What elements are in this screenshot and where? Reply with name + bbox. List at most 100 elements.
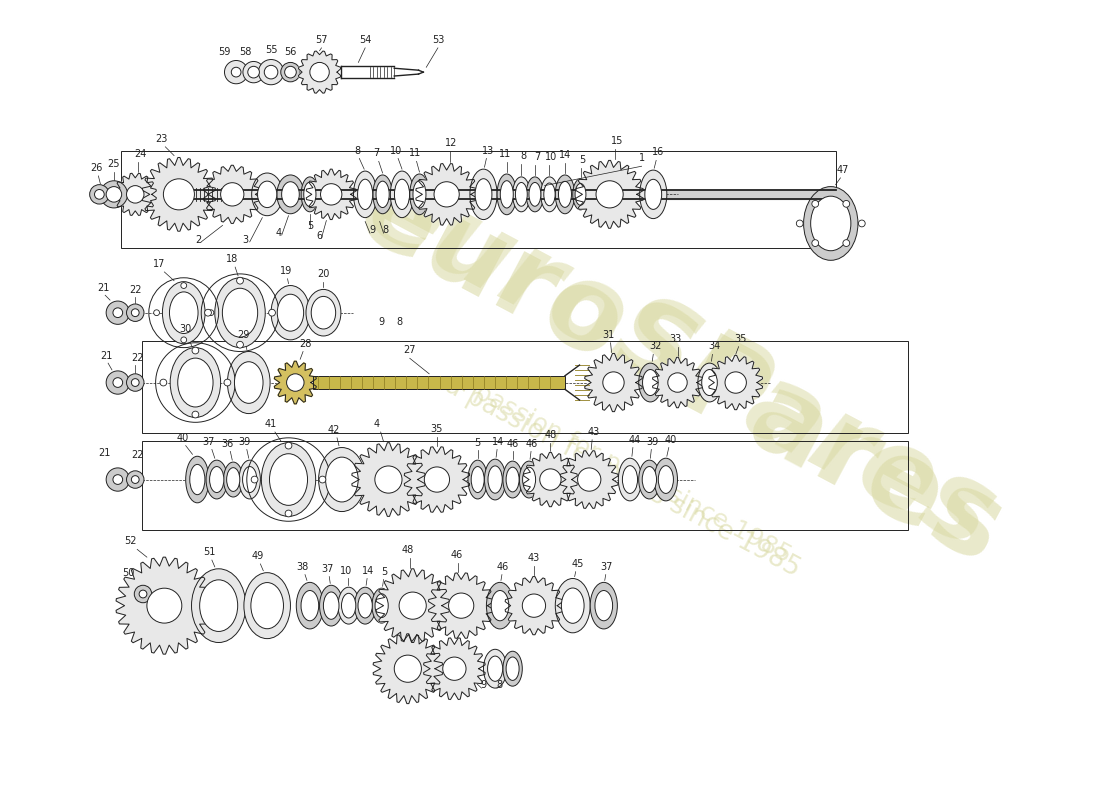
Circle shape bbox=[231, 67, 241, 77]
Ellipse shape bbox=[623, 466, 638, 494]
Ellipse shape bbox=[375, 594, 388, 618]
Ellipse shape bbox=[170, 348, 221, 418]
Text: 18: 18 bbox=[227, 254, 239, 264]
Text: euroSPares: euroSPares bbox=[350, 151, 1012, 571]
Polygon shape bbox=[560, 450, 618, 509]
Ellipse shape bbox=[556, 578, 591, 633]
Ellipse shape bbox=[410, 174, 429, 214]
Circle shape bbox=[236, 342, 243, 348]
Text: 9: 9 bbox=[368, 225, 375, 235]
Ellipse shape bbox=[163, 282, 205, 344]
Bar bbox=[142, 341, 909, 433]
Text: 42: 42 bbox=[328, 425, 340, 435]
Text: 34: 34 bbox=[708, 342, 720, 351]
Circle shape bbox=[160, 379, 167, 386]
Text: 14: 14 bbox=[362, 566, 374, 575]
Ellipse shape bbox=[526, 177, 543, 212]
Text: 27: 27 bbox=[404, 346, 416, 355]
Text: 39: 39 bbox=[239, 437, 251, 446]
Bar bbox=[312, 376, 565, 390]
Circle shape bbox=[812, 240, 818, 246]
Text: 53: 53 bbox=[431, 35, 444, 45]
Text: 43: 43 bbox=[588, 427, 601, 437]
Text: euroSPares: euroSPares bbox=[340, 156, 1021, 586]
Ellipse shape bbox=[390, 171, 414, 218]
Text: 36: 36 bbox=[221, 438, 233, 449]
Ellipse shape bbox=[227, 468, 240, 491]
Circle shape bbox=[320, 184, 342, 205]
Circle shape bbox=[192, 411, 199, 418]
Ellipse shape bbox=[353, 171, 377, 218]
Ellipse shape bbox=[262, 442, 316, 517]
Ellipse shape bbox=[210, 466, 224, 493]
Circle shape bbox=[319, 476, 326, 483]
Ellipse shape bbox=[804, 186, 858, 260]
Text: 12: 12 bbox=[446, 138, 458, 148]
Ellipse shape bbox=[506, 467, 519, 492]
Text: 35: 35 bbox=[735, 334, 747, 344]
Ellipse shape bbox=[223, 462, 243, 497]
Ellipse shape bbox=[506, 657, 519, 680]
Ellipse shape bbox=[354, 587, 376, 624]
Text: 46: 46 bbox=[450, 550, 462, 560]
Text: 19: 19 bbox=[279, 266, 292, 276]
Ellipse shape bbox=[484, 650, 507, 688]
Ellipse shape bbox=[190, 465, 205, 494]
Circle shape bbox=[375, 466, 402, 493]
Circle shape bbox=[224, 61, 248, 84]
Circle shape bbox=[113, 378, 122, 387]
Text: 44: 44 bbox=[629, 434, 641, 445]
Ellipse shape bbox=[639, 460, 660, 499]
Text: 13: 13 bbox=[482, 146, 495, 155]
Ellipse shape bbox=[475, 178, 492, 210]
Text: 37: 37 bbox=[601, 562, 613, 572]
Text: 8: 8 bbox=[520, 151, 526, 162]
Circle shape bbox=[858, 220, 866, 227]
Text: 37: 37 bbox=[202, 437, 216, 446]
Ellipse shape bbox=[516, 182, 527, 206]
Ellipse shape bbox=[561, 588, 584, 623]
Text: 25: 25 bbox=[108, 159, 120, 169]
Text: 21: 21 bbox=[98, 448, 110, 458]
Ellipse shape bbox=[645, 179, 662, 210]
Text: 32: 32 bbox=[649, 342, 661, 351]
Text: 17: 17 bbox=[153, 259, 166, 269]
Circle shape bbox=[668, 373, 688, 392]
Circle shape bbox=[131, 378, 139, 386]
Circle shape bbox=[399, 592, 427, 619]
Ellipse shape bbox=[338, 587, 360, 624]
Ellipse shape bbox=[702, 370, 717, 395]
Ellipse shape bbox=[306, 290, 341, 336]
Text: 46: 46 bbox=[526, 438, 538, 449]
Text: 50: 50 bbox=[122, 569, 134, 578]
Ellipse shape bbox=[271, 286, 310, 340]
Bar bbox=[121, 150, 836, 248]
Ellipse shape bbox=[200, 580, 238, 631]
Circle shape bbox=[443, 657, 466, 680]
Circle shape bbox=[434, 182, 459, 207]
Ellipse shape bbox=[234, 362, 263, 403]
Circle shape bbox=[725, 372, 747, 394]
Text: 4: 4 bbox=[276, 228, 282, 238]
Ellipse shape bbox=[301, 590, 319, 621]
Polygon shape bbox=[576, 161, 643, 228]
Text: 49: 49 bbox=[252, 551, 264, 561]
Text: 20: 20 bbox=[317, 269, 330, 278]
Ellipse shape bbox=[326, 457, 359, 502]
Polygon shape bbox=[204, 166, 261, 223]
Ellipse shape bbox=[243, 466, 257, 493]
Circle shape bbox=[796, 220, 803, 227]
Ellipse shape bbox=[301, 177, 319, 212]
Ellipse shape bbox=[513, 177, 530, 212]
Ellipse shape bbox=[169, 292, 198, 334]
Circle shape bbox=[113, 308, 122, 318]
Text: 48: 48 bbox=[544, 430, 557, 440]
Text: 5: 5 bbox=[580, 155, 585, 166]
Text: 30: 30 bbox=[179, 324, 191, 334]
Ellipse shape bbox=[341, 594, 355, 618]
Circle shape bbox=[107, 468, 130, 491]
Text: 39: 39 bbox=[646, 437, 659, 446]
Text: 8: 8 bbox=[496, 680, 502, 690]
Circle shape bbox=[596, 181, 624, 208]
Text: 6: 6 bbox=[317, 231, 322, 241]
